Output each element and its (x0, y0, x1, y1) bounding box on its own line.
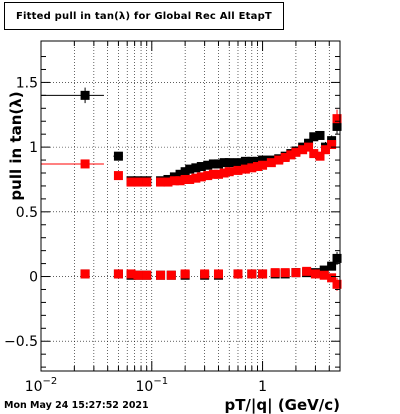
data-point (196, 172, 206, 182)
chart-title-box: Fitted pull in tan(λ) for Global Rec All… (4, 2, 284, 30)
data-point (80, 269, 90, 279)
data-point (213, 159, 223, 169)
data-point (240, 156, 250, 166)
data-point (252, 156, 262, 166)
data-point (309, 149, 319, 159)
data-point (233, 269, 243, 279)
y-tick-label: 0 (29, 270, 38, 286)
data-point (113, 171, 123, 181)
data-point (169, 176, 179, 186)
data-point (180, 269, 190, 279)
x-axis-label: pT/|q| (GeV/c) (224, 396, 340, 414)
data-point (163, 177, 173, 187)
plot-frame (40, 40, 341, 372)
data-point (315, 130, 325, 140)
x-tick-label: 10−1 (135, 376, 168, 395)
data-point (142, 270, 152, 280)
data-point (310, 269, 320, 279)
data-point (133, 270, 143, 280)
data-point (309, 132, 319, 142)
data-point (196, 162, 206, 172)
data-point (274, 155, 284, 165)
data-point (291, 147, 301, 157)
data-point (208, 159, 218, 169)
data-point (327, 140, 337, 150)
data-point (319, 265, 329, 275)
data-point (286, 150, 296, 160)
data-point (213, 169, 223, 179)
axis-ticks (40, 41, 341, 371)
data-point (258, 160, 268, 170)
y-tick-label: 0.5 (16, 205, 38, 221)
data-point (156, 177, 166, 187)
x-tick-label: 10−2 (25, 376, 58, 395)
data-point (126, 177, 136, 187)
data-point (258, 155, 268, 165)
data-point (80, 90, 90, 100)
data-point (270, 268, 280, 278)
data-point (191, 163, 201, 173)
data-point (175, 176, 185, 186)
data-points (80, 90, 342, 289)
error-bars (41, 87, 338, 291)
data-point (191, 173, 201, 183)
data-point (213, 269, 223, 279)
data-point (298, 145, 308, 155)
data-point (247, 156, 257, 166)
data-point (280, 268, 290, 278)
data-point (319, 270, 329, 280)
data-point (224, 167, 234, 177)
data-point (175, 169, 185, 179)
grid (41, 41, 340, 371)
data-point (332, 121, 342, 131)
data-point (133, 177, 143, 187)
data-point (247, 163, 257, 173)
data-point (247, 269, 257, 279)
data-point (332, 253, 342, 263)
data-point (80, 159, 90, 169)
data-point (304, 142, 314, 152)
data-point (327, 273, 337, 283)
data-point (302, 266, 312, 276)
data-point (327, 261, 337, 271)
data-point (332, 114, 342, 124)
data-point (224, 158, 234, 168)
y-axis-label: pull in tan(λ) (7, 91, 25, 200)
tick-labels: −0.5 0 0.5 1 1.5 10−2 10−1 1 (4, 75, 267, 395)
y-tick-label: 1 (29, 140, 38, 156)
data-point (200, 269, 210, 279)
data-point (166, 270, 176, 280)
y-tick-label: 1.5 (16, 75, 38, 91)
data-point (126, 269, 136, 279)
data-point (180, 167, 190, 177)
data-point (240, 164, 250, 174)
data-point (185, 164, 195, 174)
data-point (208, 169, 218, 179)
data-point (113, 269, 123, 279)
data-point (203, 160, 213, 170)
x-tick-label: 1 (258, 379, 267, 395)
data-point (315, 151, 325, 161)
data-point (332, 279, 342, 289)
data-point (219, 168, 229, 178)
data-point (219, 158, 229, 168)
y-tick-label: −0.5 (4, 334, 38, 350)
data-point (233, 158, 243, 168)
data-point (180, 174, 190, 184)
data-point (258, 269, 268, 279)
data-point (142, 177, 152, 187)
data-point (291, 268, 301, 278)
data-point (252, 162, 262, 172)
data-point (203, 171, 213, 181)
data-point (321, 145, 331, 155)
data-point (233, 165, 243, 175)
data-point (113, 151, 123, 161)
data-point (156, 270, 166, 280)
data-point (185, 174, 195, 184)
chart-title: Fitted pull in tan(λ) for Global Rec All… (16, 10, 272, 22)
timestamp: Mon May 24 15:27:52 2021 (4, 400, 149, 411)
data-point (280, 152, 290, 162)
data-point (266, 158, 276, 168)
